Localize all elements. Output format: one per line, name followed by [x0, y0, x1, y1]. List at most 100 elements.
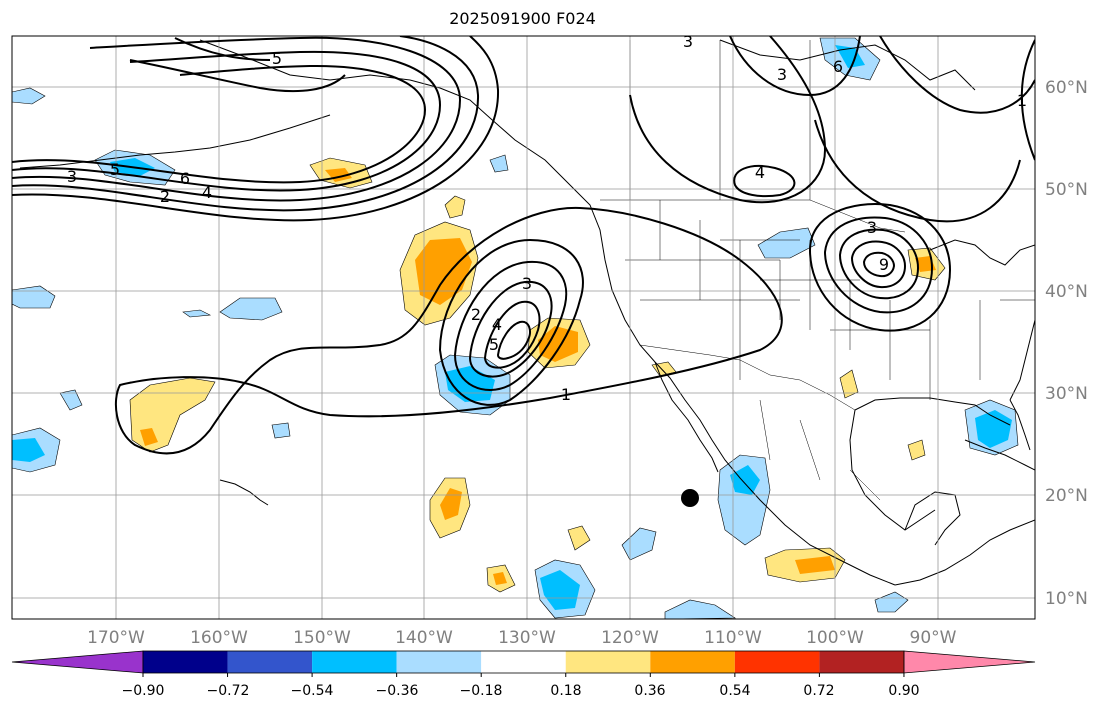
colorbar-tick-label: 0.18: [550, 683, 582, 699]
longitude-axis: 170°W 160°W 150°W 140°W 130°W 120°W 110°…: [87, 628, 957, 648]
negative-anomaly-region: [12, 285, 56, 309]
contour-label: 6: [180, 169, 190, 188]
aleutians: [19, 114, 331, 169]
positive-anomaly-core: [140, 428, 158, 446]
contour-line: [629, 36, 827, 204]
negative-anomaly-core: [730, 465, 760, 495]
contour-line: [12, 50, 442, 192]
colorbar: [11, 650, 1036, 677]
positive-anomaly-region: [444, 195, 466, 219]
contour-label: 5: [489, 335, 499, 354]
latitude-label: 10°N: [1045, 589, 1088, 609]
longitude-label: 170°W: [87, 628, 145, 648]
contour-label: 6: [833, 57, 843, 76]
positive-anomaly-region: [907, 439, 926, 461]
negative-anomaly-region: [757, 227, 816, 259]
negative-anomaly-core: [975, 410, 1012, 448]
negative-anomaly-core: [12, 438, 45, 462]
positive-anomaly-region: [567, 525, 591, 551]
contour-line: [862, 251, 896, 278]
contour-label: 5: [110, 160, 120, 179]
contour-line: [823, 216, 934, 314]
contour-line: [12, 64, 427, 184]
contour-line: [174, 37, 271, 61]
contour-line: [729, 36, 861, 97]
map-frame: [11, 35, 1036, 620]
colorbar-segment: [734, 651, 820, 673]
great-lakes: [929, 239, 1035, 266]
latitude-label: 40°N: [1045, 282, 1088, 302]
contour-line: [814, 119, 1021, 223]
mexico-gulf-coast: [849, 409, 936, 531]
contour-label: 4: [492, 315, 502, 334]
positive-anomaly-region: [839, 369, 859, 399]
positive-anomaly-core: [440, 488, 462, 520]
contour-line: [838, 228, 920, 300]
contour-labels: 5 3 6 5 3 2 4 4 3 2 4 5 3 1 3 6 9 1: [67, 32, 1027, 404]
latitude-label: 50°N: [1045, 180, 1088, 200]
contour-line: [12, 36, 500, 222]
positive-anomaly-core: [493, 572, 507, 585]
colorbar-segment: [143, 651, 228, 673]
contour-label: 4: [202, 183, 212, 202]
positive-anomaly-core: [325, 168, 352, 182]
contour-line: [129, 59, 346, 93]
longitude-label: 120°W: [601, 628, 659, 648]
negative-anomaly-region: [621, 527, 657, 561]
florida: [1009, 399, 1031, 451]
hawaii: [219, 479, 269, 506]
negative-anomaly-core: [835, 45, 865, 68]
longitude-label: 110°W: [704, 628, 762, 648]
colorbar-tick-label: 0.36: [634, 683, 666, 699]
colorbar-tick-label: 0.54: [719, 683, 751, 699]
colorbar-segment: [819, 651, 904, 673]
negative-anomaly-region: [271, 422, 291, 439]
storm-marker: [681, 489, 699, 507]
contour-label: 3: [683, 32, 693, 51]
contour-line: [850, 240, 907, 289]
contour-label: 2: [471, 305, 481, 324]
map-panel: [12, 36, 1035, 619]
colorbar-segment: [481, 651, 566, 673]
map-title: 2025091900 F024: [449, 9, 596, 28]
contour-label: 1: [561, 385, 571, 404]
gridlines: [12, 36, 1035, 619]
longitude-label: 160°W: [190, 628, 248, 648]
latitude-label: 20°N: [1045, 486, 1088, 506]
contour-label: 9: [879, 255, 889, 274]
colorbar-tick-label: −0.36: [375, 683, 419, 699]
colorbar-segment: [396, 651, 482, 673]
colorbar-extend-low: [11, 650, 144, 674]
negative-anomaly-region: [874, 591, 909, 613]
longitude-label: 130°W: [498, 628, 556, 648]
colorbar-segment: [312, 651, 397, 673]
contour-line: [496, 320, 531, 360]
contour-line: [12, 36, 480, 212]
gulf-coast: [854, 397, 1011, 426]
contour-line: [1020, 39, 1035, 161]
us-mexico-border: [639, 344, 856, 411]
colorbar-segment: [227, 651, 313, 673]
longitude-label: 150°W: [293, 628, 351, 648]
baja-california: [654, 361, 719, 473]
negative-anomaly-core: [540, 570, 580, 610]
contour-line: [453, 260, 568, 391]
contour-label: 3: [777, 65, 787, 84]
contour-line: [733, 165, 796, 198]
colorbar-extend-high: [903, 650, 1036, 674]
hudson-bay: [719, 39, 976, 91]
colorbar-tick-label: −0.72: [206, 683, 250, 699]
negative-anomaly-region: [664, 599, 736, 619]
colorbar-frame: [142, 650, 905, 674]
negative-anomaly-region: [59, 389, 83, 411]
negative-anomaly-region: [12, 87, 46, 105]
contour-label: 3: [67, 167, 77, 186]
contour-label: 4: [755, 163, 765, 182]
contour-line: [438, 238, 584, 406]
longitude-label: 100°W: [806, 628, 864, 648]
colorbar-tick-label: −0.90: [121, 683, 165, 699]
cuba: [964, 439, 1035, 471]
east-coast: [1009, 319, 1035, 401]
contour-line: [12, 36, 462, 202]
